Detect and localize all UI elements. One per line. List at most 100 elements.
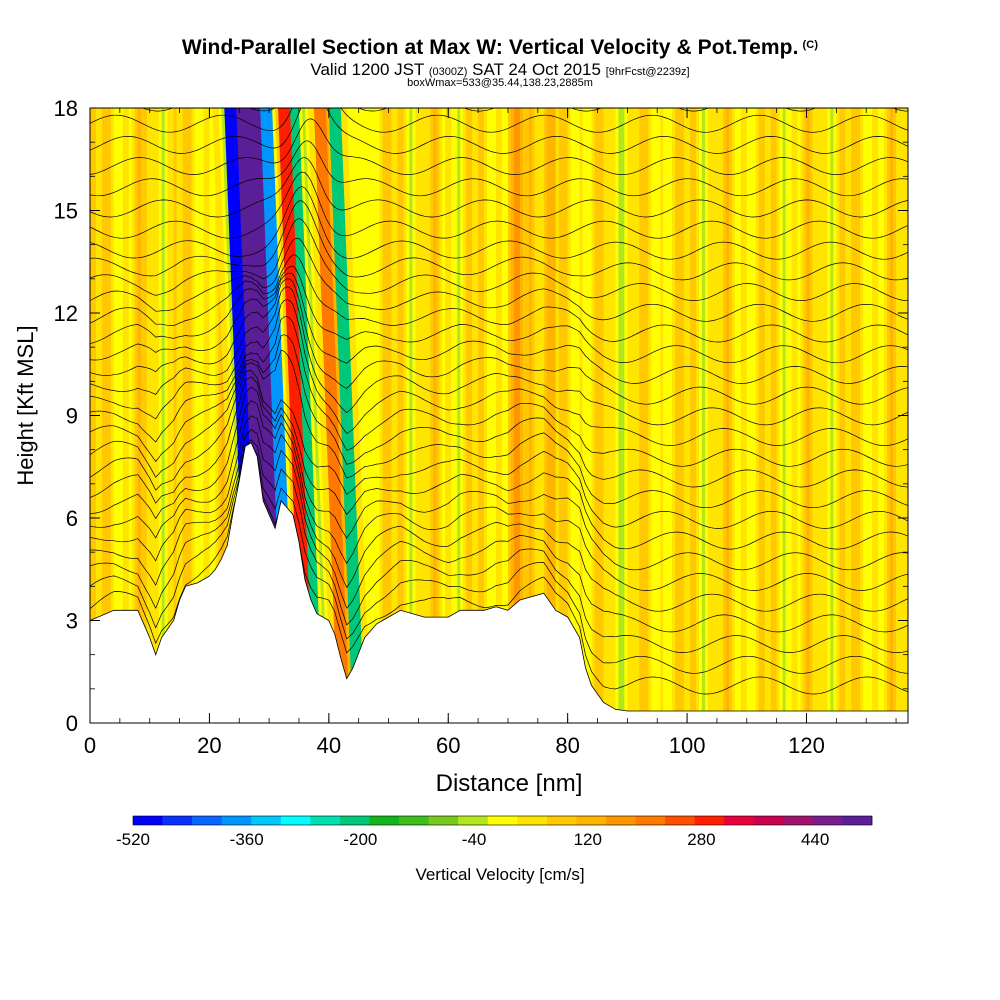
- velocity-strip: [158, 108, 163, 723]
- velocity-strip: [893, 108, 897, 723]
- velocity-strip: [290, 108, 318, 723]
- velocity-strip: [382, 108, 387, 723]
- isentrope-line: [90, 349, 908, 509]
- velocity-strip: [651, 108, 655, 723]
- velocity-strip: [660, 108, 664, 723]
- velocity-strip: [645, 108, 649, 723]
- velocity-strip: [800, 108, 805, 723]
- velocity-strip: [400, 108, 405, 723]
- velocity-strip: [397, 108, 402, 723]
- velocity-strip: [167, 108, 172, 723]
- velocity-strip: [499, 108, 503, 723]
- y-tick-label: 3: [66, 609, 78, 634]
- velocity-strip: [851, 108, 855, 723]
- copyright-mark: (C): [802, 39, 819, 51]
- isentrope-line: [90, 108, 908, 133]
- velocity-strip: [615, 108, 620, 723]
- isentrope-line: [90, 171, 908, 239]
- velocity-strip: [478, 108, 482, 723]
- velocity-strip: [839, 108, 843, 723]
- velocity-strip: [678, 108, 682, 723]
- velocity-strip: [481, 108, 485, 723]
- velocity-strip: [209, 108, 214, 723]
- velocity-strip: [451, 108, 455, 723]
- velocity-strip: [785, 108, 790, 723]
- velocity-strip: [463, 108, 467, 723]
- velocity-strip: [525, 108, 530, 723]
- velocity-strip: [833, 108, 837, 723]
- velocity-strip: [848, 108, 852, 723]
- velocity-strip: [869, 108, 873, 723]
- velocity-strip: [824, 108, 828, 723]
- velocity-strip: [298, 108, 327, 723]
- isentrope-line: [90, 157, 908, 218]
- velocity-strip: [522, 108, 527, 723]
- isentrope-line: [90, 186, 908, 260]
- velocity-strip: [618, 108, 623, 723]
- colorbar-swatch: [162, 816, 193, 825]
- isentrope-line: [90, 237, 908, 322]
- velocity-strip: [331, 108, 360, 723]
- velocity-strip: [815, 108, 820, 723]
- velocity-strip: [448, 108, 452, 723]
- colorbar-swatch: [221, 816, 252, 825]
- isentrope-line: [90, 334, 908, 488]
- velocity-strip: [866, 108, 870, 723]
- velocity-strip: [475, 108, 479, 723]
- velocity-strip: [191, 108, 196, 723]
- velocity-strip: [818, 108, 823, 723]
- velocity-strip: [564, 108, 569, 723]
- colorbar-swatch: [783, 816, 814, 825]
- velocity-strip: [594, 108, 599, 723]
- velocity-strip: [430, 108, 434, 723]
- velocity-strip: [98, 108, 103, 723]
- velocity-strip: [836, 108, 840, 723]
- velocity-strip: [749, 108, 754, 723]
- velocity-strip: [415, 108, 419, 723]
- velocity-strip: [573, 108, 578, 723]
- velocity-strip: [457, 108, 461, 723]
- velocity-strip: [140, 108, 145, 723]
- utc-time: (0300Z): [428, 66, 468, 78]
- velocity-strip: [134, 108, 139, 723]
- velocity-strip: [696, 108, 700, 723]
- colorbar-swatch: [487, 816, 518, 825]
- isentrope-line: [90, 439, 908, 653]
- colorbar-swatch: [399, 816, 429, 825]
- velocity-strip: [746, 108, 751, 723]
- velocity-strip: [427, 108, 431, 723]
- velocity-strip: [493, 108, 497, 723]
- velocity-strip: [507, 108, 512, 723]
- valid-time-line: Valid 1200 JST (0300Z) SAT 24 Oct 2015 […: [0, 60, 1000, 80]
- velocity-strip: [170, 108, 175, 723]
- velocity-strip: [510, 108, 515, 723]
- y-axis-label: Height [Kft MSL]: [13, 325, 38, 485]
- velocity-strip: [406, 108, 411, 723]
- velocity-strip: [445, 108, 449, 723]
- colorbar-swatch: [280, 816, 311, 825]
- isentrope-line: [90, 370, 908, 529]
- velocity-strip: [827, 108, 831, 723]
- colorbar-tick-label: 120: [574, 830, 602, 849]
- isentrope-line: [90, 386, 908, 571]
- velocity-strip: [328, 108, 357, 723]
- velocity-strip: [221, 108, 225, 723]
- velocity-strip: [887, 108, 891, 723]
- velocity-strip: [460, 108, 464, 723]
- colorbar-swatch: [576, 816, 607, 825]
- velocity-strip: [582, 108, 587, 723]
- colorbar-tick-label: -520: [116, 830, 150, 849]
- colorbar-swatch: [251, 816, 282, 825]
- velocity-strip: [149, 108, 154, 723]
- velocity-strip: [636, 108, 640, 723]
- velocity-strip: [307, 108, 336, 723]
- velocity-strip: [179, 108, 184, 723]
- velocity-strip: [761, 108, 766, 723]
- colorbar-swatch: [517, 816, 548, 825]
- velocity-strip: [803, 108, 808, 723]
- velocity-strip: [716, 108, 721, 723]
- velocity-strip: [872, 108, 876, 723]
- velocity-strip: [376, 108, 381, 723]
- y-tick-label: 12: [54, 301, 78, 326]
- velocity-strip: [702, 108, 706, 723]
